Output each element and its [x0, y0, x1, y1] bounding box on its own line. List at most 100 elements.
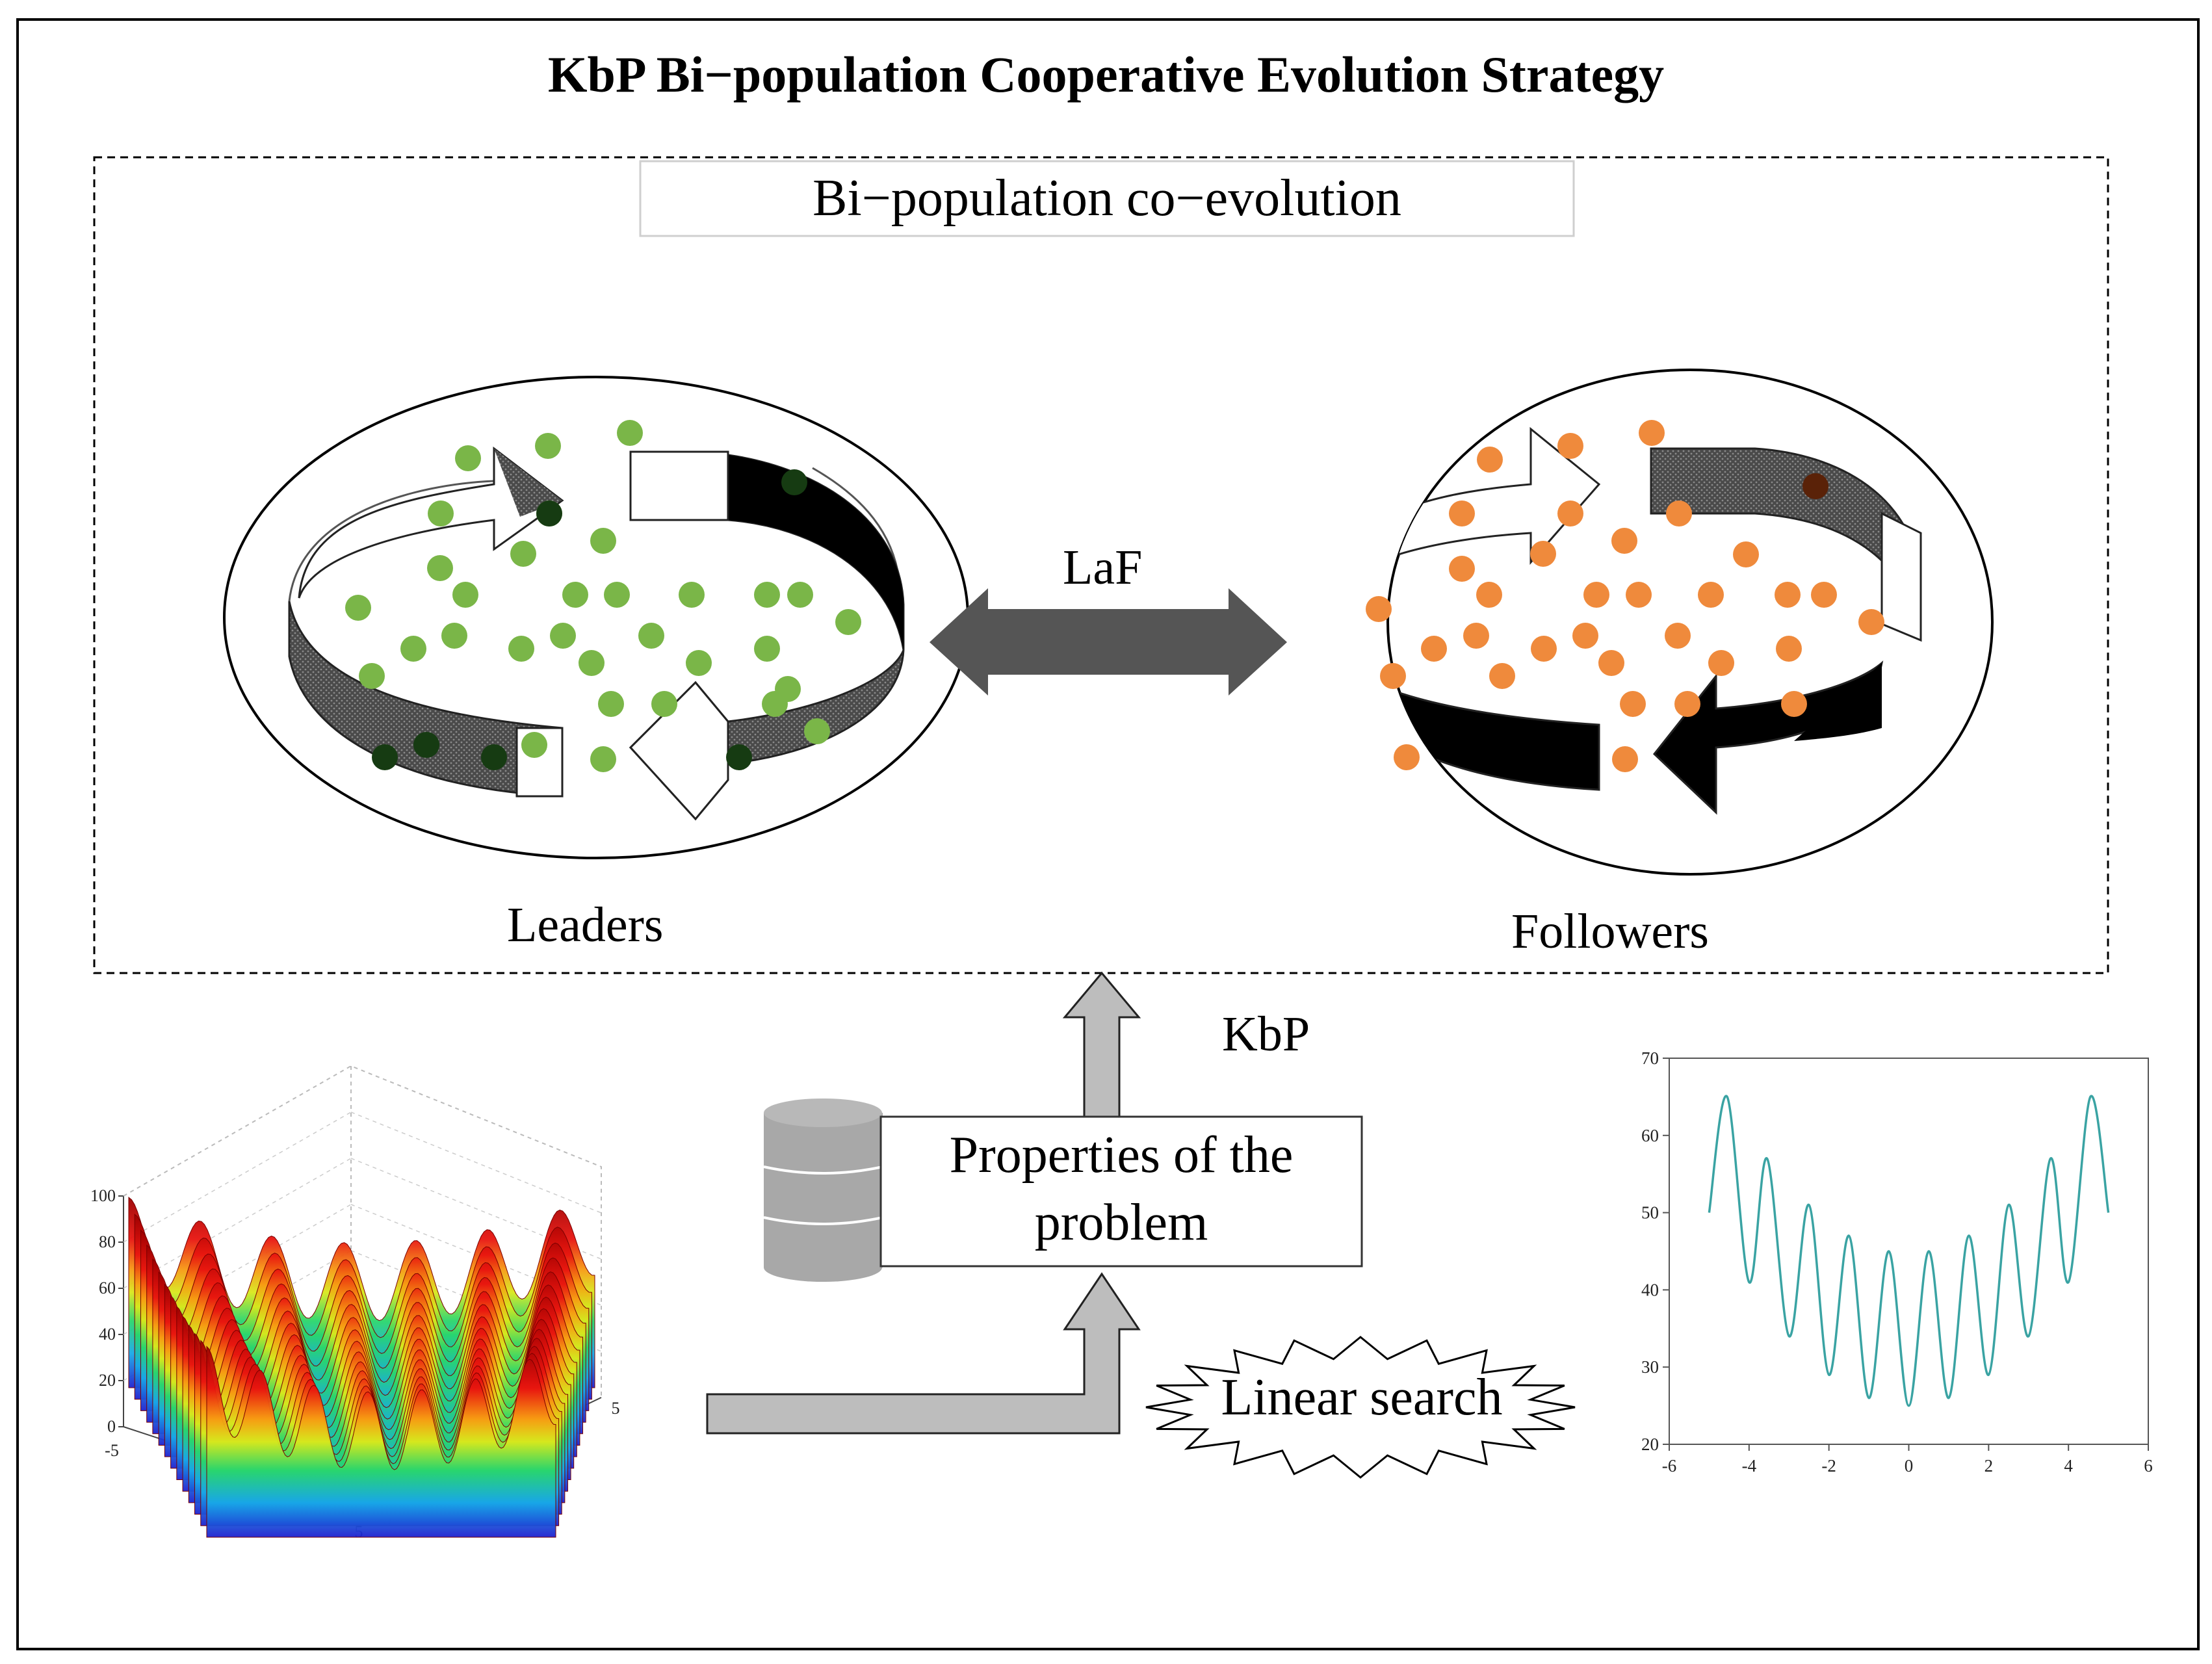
- leader-dot: [787, 582, 813, 608]
- x-tick-label: -2: [1821, 1456, 1836, 1476]
- line-plot-frame: [1669, 1058, 2149, 1445]
- followers-dots: [1366, 420, 1884, 772]
- surface-row: [206, 1346, 556, 1538]
- properties-label: Properties of the problem: [949, 1126, 1294, 1251]
- leader-dot: [686, 650, 712, 676]
- follower-dot: [1421, 636, 1447, 662]
- follower-dot: [1639, 420, 1665, 446]
- leader-dot-shaded: [781, 469, 807, 495]
- follower-dot: [1698, 582, 1724, 608]
- leader-dot: [579, 650, 605, 676]
- follower-dot: [1666, 500, 1692, 526]
- y-tick-label: 20: [1641, 1435, 1659, 1454]
- follower-dot: [1449, 500, 1475, 526]
- y-tick-label: 50: [1641, 1203, 1659, 1223]
- laf-label: LaF: [1063, 540, 1143, 595]
- leaders-population: [223, 376, 969, 859]
- outer-frame: [16, 18, 2200, 1650]
- diagram-title: KbP Bi−population Cooperative Evolution …: [547, 46, 1665, 103]
- surface-z-tick-label: 100: [90, 1186, 116, 1205]
- follower-dot: [1781, 691, 1807, 717]
- follower-dot: [1620, 691, 1646, 717]
- leaders-dots: [345, 420, 861, 772]
- leader-dot: [441, 623, 467, 649]
- leader-dot-shaded: [481, 744, 507, 770]
- follower-dot: [1598, 650, 1624, 676]
- surface-z-tick-label: 80: [99, 1232, 116, 1251]
- database-icon: [763, 1098, 883, 1282]
- kbp-label: KbP: [1222, 1007, 1310, 1061]
- follower-dot-shaded: [1802, 473, 1828, 499]
- x-tick-label: 4: [2064, 1456, 2073, 1476]
- follower-dot: [1463, 623, 1489, 649]
- leader-dot: [550, 623, 576, 649]
- laf-exchange-arrow: [930, 588, 1287, 696]
- leader-dot: [679, 582, 705, 608]
- follower-dot: [1733, 541, 1759, 567]
- follower-dot: [1380, 663, 1406, 689]
- leader-dot: [345, 595, 371, 621]
- line-series: [1708, 1095, 2110, 1407]
- x-tick-label: -4: [1742, 1456, 1757, 1476]
- leader-dot: [510, 541, 536, 567]
- subtitle-box: [639, 160, 1575, 237]
- follower-dot: [1674, 691, 1700, 717]
- leader-dot-shaded: [372, 744, 398, 770]
- follower-dot: [1626, 582, 1652, 608]
- follower-dot: [1583, 582, 1609, 608]
- follower-dot: [1476, 582, 1502, 608]
- surface-z-tick-label: 20: [99, 1371, 116, 1390]
- follower-dot: [1708, 650, 1734, 676]
- surface-grid: [350, 1112, 602, 1214]
- follower-dot: [1477, 447, 1503, 473]
- leader-dot: [754, 636, 780, 662]
- subtitle: Bi−population co−evolution: [813, 170, 1401, 227]
- follower-dot: [1775, 582, 1801, 608]
- leader-dot-shaded: [536, 500, 562, 526]
- leader-dot: [775, 676, 801, 702]
- leader-dot: [359, 663, 385, 689]
- x-tick-label: 2: [1984, 1456, 1994, 1476]
- leader-dot: [427, 555, 453, 581]
- leaders-label: Leaders: [507, 898, 664, 952]
- y-tick-label: 70: [1641, 1048, 1659, 1068]
- leader-dot: [804, 718, 830, 744]
- follower-dot: [1811, 582, 1837, 608]
- leader-dot: [508, 636, 534, 662]
- surface-z-tick-label: 40: [99, 1325, 116, 1344]
- linear-search-burst: [1145, 1336, 1576, 1479]
- surface-z-tick-label: 0: [107, 1417, 116, 1436]
- y-tick-label: 60: [1641, 1126, 1659, 1145]
- leader-dot: [521, 732, 547, 758]
- leader-dot-shaded: [413, 732, 439, 758]
- leader-dot-shaded: [726, 744, 752, 770]
- follower-dot: [1449, 556, 1475, 582]
- leader-dot: [638, 623, 664, 649]
- y-tick-label: 40: [1641, 1280, 1659, 1299]
- y-tick-label: 30: [1641, 1357, 1659, 1377]
- follower-dot: [1665, 623, 1691, 649]
- leader-dot: [428, 500, 454, 526]
- surface-z-tick-label: 60: [99, 1279, 116, 1297]
- follower-dot: [1572, 623, 1598, 649]
- follower-dot: [1557, 433, 1583, 459]
- x-tick-label: 6: [2144, 1456, 2153, 1476]
- properties-box: [879, 1115, 1363, 1268]
- follower-dot: [1366, 596, 1392, 622]
- leader-dot: [455, 445, 481, 471]
- leader-dot: [590, 528, 616, 554]
- leader-dot: [400, 636, 426, 662]
- follower-dot: [1489, 663, 1515, 689]
- x-tick-label: 0: [1905, 1456, 1914, 1476]
- follower-dot: [1531, 636, 1557, 662]
- leader-dot: [562, 582, 588, 608]
- linear-search-connector-arrow: [706, 1272, 1141, 1435]
- follower-dot: [1611, 528, 1637, 554]
- leader-dot: [590, 746, 616, 772]
- leader-dot: [535, 433, 561, 459]
- follower-dot: [1557, 500, 1583, 526]
- surface-y-tick-label: 5: [612, 1399, 620, 1418]
- follower-dot: [1858, 609, 1884, 635]
